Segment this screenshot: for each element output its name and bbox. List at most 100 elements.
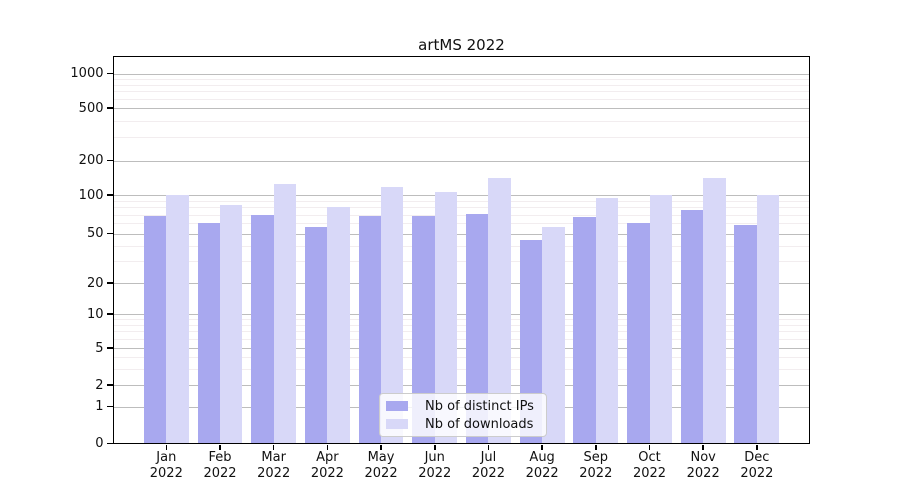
y-tick-mark (106, 282, 113, 284)
legend-label-distinct-ips: Nb of distinct IPs (425, 398, 534, 414)
bar-downloads-mar (273, 183, 297, 444)
x-tick-month: Dec (744, 449, 770, 465)
minor-gridline (113, 207, 810, 209)
legend-label-downloads: Nb of downloads (425, 416, 534, 432)
minor-gridline (113, 324, 810, 326)
major-gridline (113, 73, 810, 75)
major-gridline (113, 160, 810, 162)
x-tick-month: Aug (529, 449, 555, 465)
chart-title: artMS 2022 (418, 36, 505, 54)
bar-ips-oct (627, 223, 650, 444)
x-tick-mark (702, 444, 704, 450)
bar-ips-dec (734, 225, 757, 444)
y-tick-mark (106, 442, 113, 445)
bar-downloads-jun (434, 192, 458, 444)
legend-item-downloads: Nb of downloads (386, 416, 534, 432)
y-tick-mark (106, 159, 113, 162)
minor-gridline (113, 91, 810, 93)
x-tick-year: 2022 (257, 465, 291, 481)
x-tick-year: 2022 (364, 465, 398, 481)
minor-gridline (113, 319, 810, 321)
x-tick-label-may: May 2022 (349, 450, 413, 482)
x-tick-year: 2022 (740, 465, 774, 481)
minor-gridline (113, 120, 810, 122)
x-tick-mark (541, 444, 543, 450)
x-tick-year: 2022 (471, 465, 505, 481)
bar-downloads-may (381, 186, 404, 444)
legend: Nb of distinct IPs Nb of downloads (379, 393, 547, 437)
minor-gridline (113, 331, 810, 333)
x-tick-year: 2022 (579, 465, 613, 481)
bar-ips-mar (251, 214, 274, 444)
y-tick-label: 5 (95, 340, 104, 356)
x-tick-year: 2022 (418, 465, 452, 481)
bar-ips-sep (573, 217, 596, 444)
x-tick-year: 2022 (149, 465, 183, 481)
minor-gridline (113, 261, 810, 263)
x-tick-mark (595, 444, 597, 450)
major-gridline (113, 348, 810, 349)
y-tick-label: 1000 (70, 66, 104, 81)
y-tick-label: 20 (86, 275, 104, 291)
y-tick-label: 200 (78, 153, 104, 168)
minor-gridline (113, 98, 810, 100)
x-tick-year: 2022 (310, 465, 344, 481)
x-tick-mark (756, 444, 758, 450)
x-tick-label-mar: Mar 2022 (242, 450, 306, 482)
bar-downloads-apr (327, 207, 350, 444)
x-tick-month: Oct (638, 449, 661, 465)
x-tick-label-dec: Dec 2022 (725, 450, 789, 482)
minor-gridline (113, 84, 810, 86)
bar-ips-jan (143, 216, 167, 444)
y-tick-label: 100 (78, 187, 104, 203)
minor-gridline (113, 200, 810, 202)
bar-downloads-dec (756, 195, 780, 444)
y-tick-mark (106, 107, 113, 109)
minor-gridline (113, 78, 810, 80)
bar-ips-feb (197, 223, 220, 444)
x-tick-year: 2022 (525, 465, 559, 481)
y-tick-mark (106, 194, 113, 196)
minor-gridline (113, 339, 810, 341)
bar-ips-aug (519, 240, 543, 444)
x-tick-mark (326, 444, 329, 450)
bar-ips-nov (680, 210, 704, 444)
x-tick-label-oct: Oct 2022 (618, 450, 682, 482)
minor-gridline (113, 368, 810, 370)
minor-gridline (113, 214, 810, 216)
y-tick-mark (106, 347, 113, 349)
x-tick-label-jun: Jun 2022 (403, 450, 467, 482)
x-tick-label-jan: Jan 2022 (134, 450, 198, 482)
bar-downloads-oct (649, 194, 672, 444)
legend-swatch-distinct-ips (386, 401, 408, 411)
x-tick-label-feb: Feb 2022 (188, 450, 252, 482)
y-tick-label: 500 (78, 100, 104, 116)
x-tick-month: Jul (480, 449, 497, 465)
bar-ips-jul (466, 214, 489, 444)
y-tick-mark (106, 232, 113, 235)
x-tick-mark (487, 444, 490, 450)
x-tick-month: Nov (690, 449, 716, 465)
x-tick-mark (434, 444, 436, 450)
bar-downloads-sep (595, 197, 619, 444)
y-tick-label: 10 (86, 306, 104, 322)
minor-gridline (113, 245, 810, 247)
major-gridline (113, 233, 810, 235)
x-tick-month: Feb (208, 449, 232, 465)
minor-gridline (113, 137, 810, 139)
x-tick-year: 2022 (686, 465, 720, 481)
x-tick-month: Apr (316, 449, 339, 465)
major-gridline (113, 385, 810, 386)
x-tick-label-jul: Jul 2022 (456, 450, 520, 482)
bar-downloads-jul (488, 178, 511, 444)
x-tick-label-sep: Sep 2022 (564, 450, 628, 482)
bar-ips-may (358, 216, 382, 444)
x-tick-label-apr: Apr 2022 (295, 450, 359, 482)
x-tick-label-nov: Nov 2022 (671, 450, 735, 482)
major-gridline (113, 108, 810, 109)
minor-gridline (113, 357, 810, 358)
major-gridline (113, 314, 810, 315)
minor-gridline (113, 223, 810, 225)
x-tick-month: Jan (156, 449, 177, 465)
bar-downloads-aug (542, 227, 565, 444)
